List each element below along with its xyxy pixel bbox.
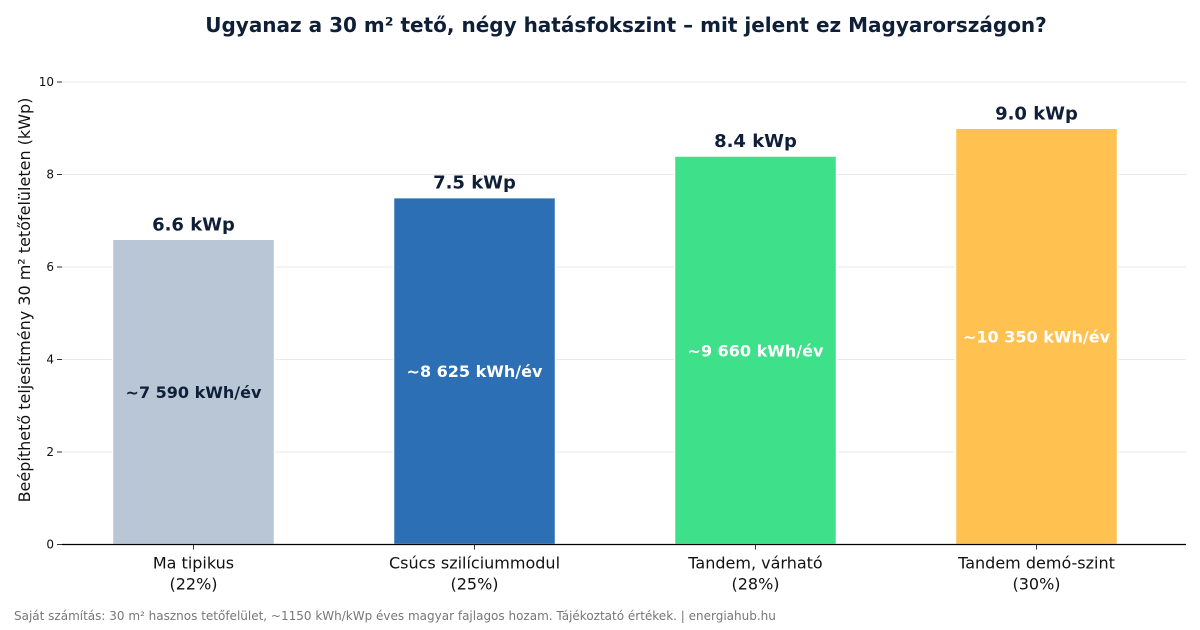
x-tick-label: (30%) [1012, 575, 1060, 594]
x-tick-label: Csúcs szilíciummodul [389, 554, 560, 573]
y-axis-ticks: 0 2 4 6 8 10 [39, 75, 62, 552]
bar-value-label: 6.6 kWp [152, 214, 235, 235]
bar [673, 155, 838, 546]
chart-title: Ugyanaz a 30 m² tető, négy hatásfokszint… [205, 13, 1047, 37]
y-tick-label: 0 [46, 538, 54, 552]
bar-annual-yield-label: ~7 590 kWh/év [126, 383, 262, 402]
footer-note: Saját számítás: 30 m² hasznos tetőfelüle… [14, 609, 776, 623]
bar-annual-yield-label: ~9 660 kWh/év [688, 341, 824, 360]
x-tick-label: Tandem demó-szint [957, 554, 1115, 573]
bar [954, 127, 1119, 546]
x-tick-label: Tandem, várható [687, 554, 822, 573]
bar-annual-yield-label: ~10 350 kWh/év [963, 327, 1111, 346]
x-tick-label: (22%) [169, 575, 217, 594]
bar-value-label: 8.4 kWp [714, 131, 797, 152]
y-tick-label: 10 [39, 75, 54, 89]
y-tick-label: 2 [46, 445, 54, 459]
x-tick-label: Ma tipikus [153, 554, 234, 573]
x-axis-categories: Ma tipikus (22%) Csúcs szilíciummodul (25%)… [153, 544, 1115, 594]
bars: 6.6 kWp ~7 590 kWh/év 7.5 kWp ~8 625 kWh/év… [111, 103, 1119, 546]
bar-value-label: 9.0 kWp [995, 103, 1078, 124]
bar-value-label: 7.5 kWp [433, 173, 516, 194]
x-tick-label: (25%) [450, 575, 498, 594]
y-tick-label: 6 [46, 260, 54, 274]
bar-annual-yield-label: ~8 625 kWh/év [407, 362, 543, 381]
x-tick-label: (28%) [731, 575, 779, 594]
y-tick-label: 8 [46, 168, 54, 182]
y-tick-label: 4 [46, 353, 54, 367]
bar [111, 238, 276, 546]
y-axis-label: Beépíthető teljesítmény 30 m² tetőfelüle… [15, 98, 34, 503]
bar [392, 196, 557, 546]
